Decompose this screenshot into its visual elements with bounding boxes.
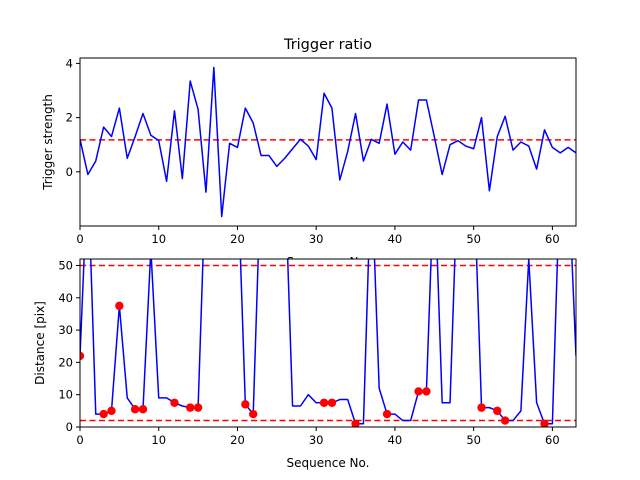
x-tick-label: 60 xyxy=(545,232,560,246)
bottom-axes-background xyxy=(80,259,576,427)
x-tick-label: 10 xyxy=(151,433,166,447)
x-tick-label: 0 xyxy=(76,232,83,246)
x-tick-label: 40 xyxy=(388,232,403,246)
top-chart-title: Trigger ratio xyxy=(283,37,372,53)
y-tick-label: 2 xyxy=(66,111,73,125)
data-point-marker xyxy=(477,403,486,412)
data-point-marker xyxy=(186,403,195,412)
top-y-axis-label: Trigger strength xyxy=(41,94,55,191)
data-point-marker xyxy=(193,403,203,412)
x-tick-label: 30 xyxy=(309,433,324,447)
x-tick-label: 50 xyxy=(466,232,481,246)
x-tick-label: 30 xyxy=(309,232,324,246)
data-point-marker xyxy=(351,419,360,427)
y-tick-label: 0 xyxy=(66,165,73,179)
data-point-marker xyxy=(493,406,502,416)
y-tick-label: 10 xyxy=(58,388,73,402)
data-point-marker xyxy=(327,398,337,407)
data-point-marker xyxy=(170,398,179,407)
data-point-marker xyxy=(115,301,124,311)
y-tick-label: 4 xyxy=(66,56,73,70)
x-tick-label: 40 xyxy=(388,433,403,447)
y-tick-label: 40 xyxy=(58,291,73,305)
data-point-marker xyxy=(138,405,148,414)
data-point-marker xyxy=(540,419,549,427)
data-point-marker xyxy=(319,398,329,407)
data-point-marker xyxy=(241,400,250,409)
top-x-ticks: 0 10 20 30 40 50 60 xyxy=(76,226,560,246)
x-tick-label: 10 xyxy=(151,232,166,246)
data-point-marker xyxy=(80,351,85,361)
bottom-y-ticks: 0 10 20 30 40 50 xyxy=(58,258,80,434)
x-tick-label: 20 xyxy=(230,232,245,246)
bottom-y-axis-label: Distance [pix] xyxy=(33,301,47,385)
y-tick-label: 0 xyxy=(66,420,73,434)
x-tick-label: 60 xyxy=(545,433,560,447)
top-plot-area xyxy=(80,66,576,218)
data-point-marker xyxy=(107,406,116,416)
data-point-marker xyxy=(422,387,431,396)
y-tick-label: 50 xyxy=(58,258,73,272)
y-tick-label: 30 xyxy=(58,323,73,337)
top-axes-frame xyxy=(79,57,577,227)
plot-clip-group xyxy=(80,259,576,427)
bottom-x-ticks: 0 10 20 30 40 50 60 xyxy=(76,427,560,447)
bottom-x-axis-label: Sequence No. xyxy=(287,456,370,470)
data-point-marker xyxy=(99,409,108,419)
series-line xyxy=(80,66,576,218)
x-tick-label: 20 xyxy=(230,433,245,447)
bottom-axes-frame xyxy=(79,258,577,428)
x-tick-label: 0 xyxy=(76,433,83,447)
x-tick-label: 50 xyxy=(466,433,481,447)
data-point-marker xyxy=(500,416,510,425)
plot-clip-group xyxy=(80,66,576,218)
data-point-marker xyxy=(249,409,258,419)
data-point-marker xyxy=(414,387,423,396)
bottom-subplot: 0 10 20 30 40 50 60 0 10 20 30 40 50 Distance [pix]… xyxy=(33,258,577,470)
data-point-marker xyxy=(130,405,140,414)
top-y-ticks: 0 2 4 xyxy=(66,56,80,179)
data-point-marker xyxy=(382,409,392,419)
y-tick-label: 20 xyxy=(58,355,73,369)
top-subplot: Trigger ratio 0 10 20 30 40 50 60 0 2 4 Trigger … xyxy=(41,37,577,269)
bottom-plot-area xyxy=(80,259,576,427)
